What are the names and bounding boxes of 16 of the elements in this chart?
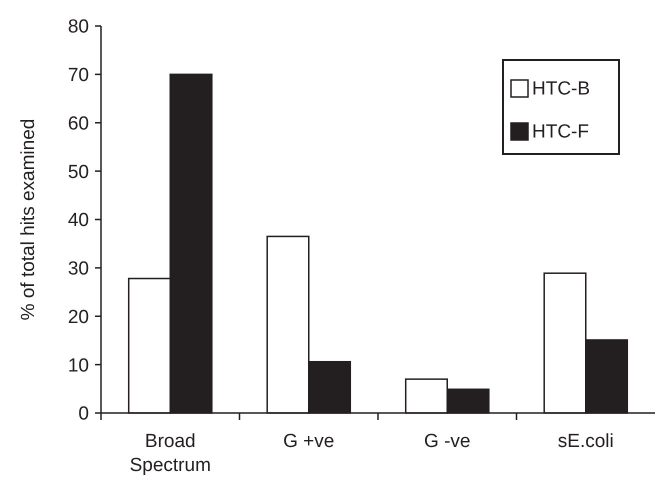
x-tick-label: Broad Spectrum	[130, 431, 211, 476]
x-tick-label: G +ve	[283, 431, 334, 452]
y-tick-label: 20	[68, 306, 89, 328]
y-tick-label: 80	[68, 16, 89, 38]
y-tick-label: 70	[68, 65, 89, 86]
y-tick-label: 50	[68, 162, 89, 183]
legend-label: HTC-F	[532, 122, 589, 143]
legend-label: HTC-B	[532, 78, 590, 100]
y-tick-label: 60	[68, 113, 89, 134]
y-tick-label: 40	[68, 210, 89, 232]
y-tick-label: 10	[68, 355, 89, 376]
y-axis-title: % of total hits examined	[18, 118, 39, 320]
x-tick-label: G -ve	[424, 431, 470, 452]
y-tick-label: 0	[78, 404, 89, 425]
y-tick-label: 30	[68, 258, 89, 280]
x-tick-label: sE.coli	[558, 431, 614, 452]
